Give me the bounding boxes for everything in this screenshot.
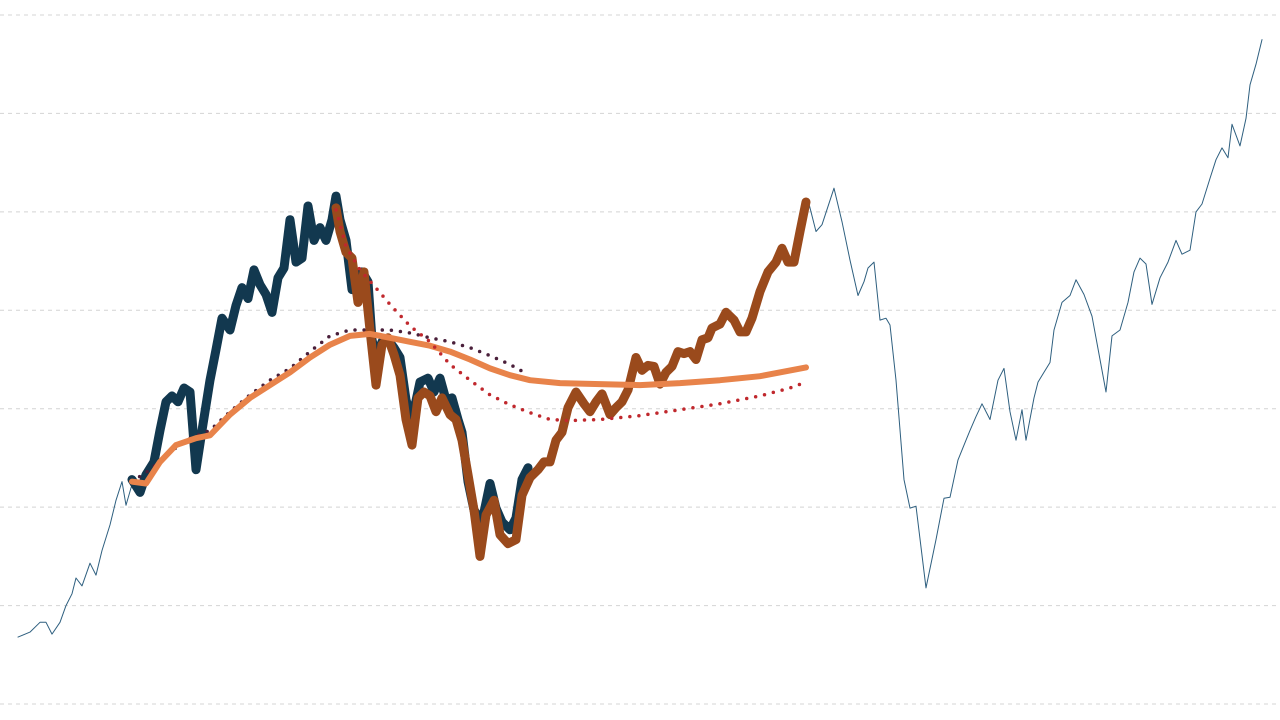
line-series	[807, 39, 1263, 589]
line-series	[17, 481, 133, 638]
line-series	[331, 197, 811, 561]
line-series	[129, 330, 809, 487]
line-series	[130, 328, 526, 484]
